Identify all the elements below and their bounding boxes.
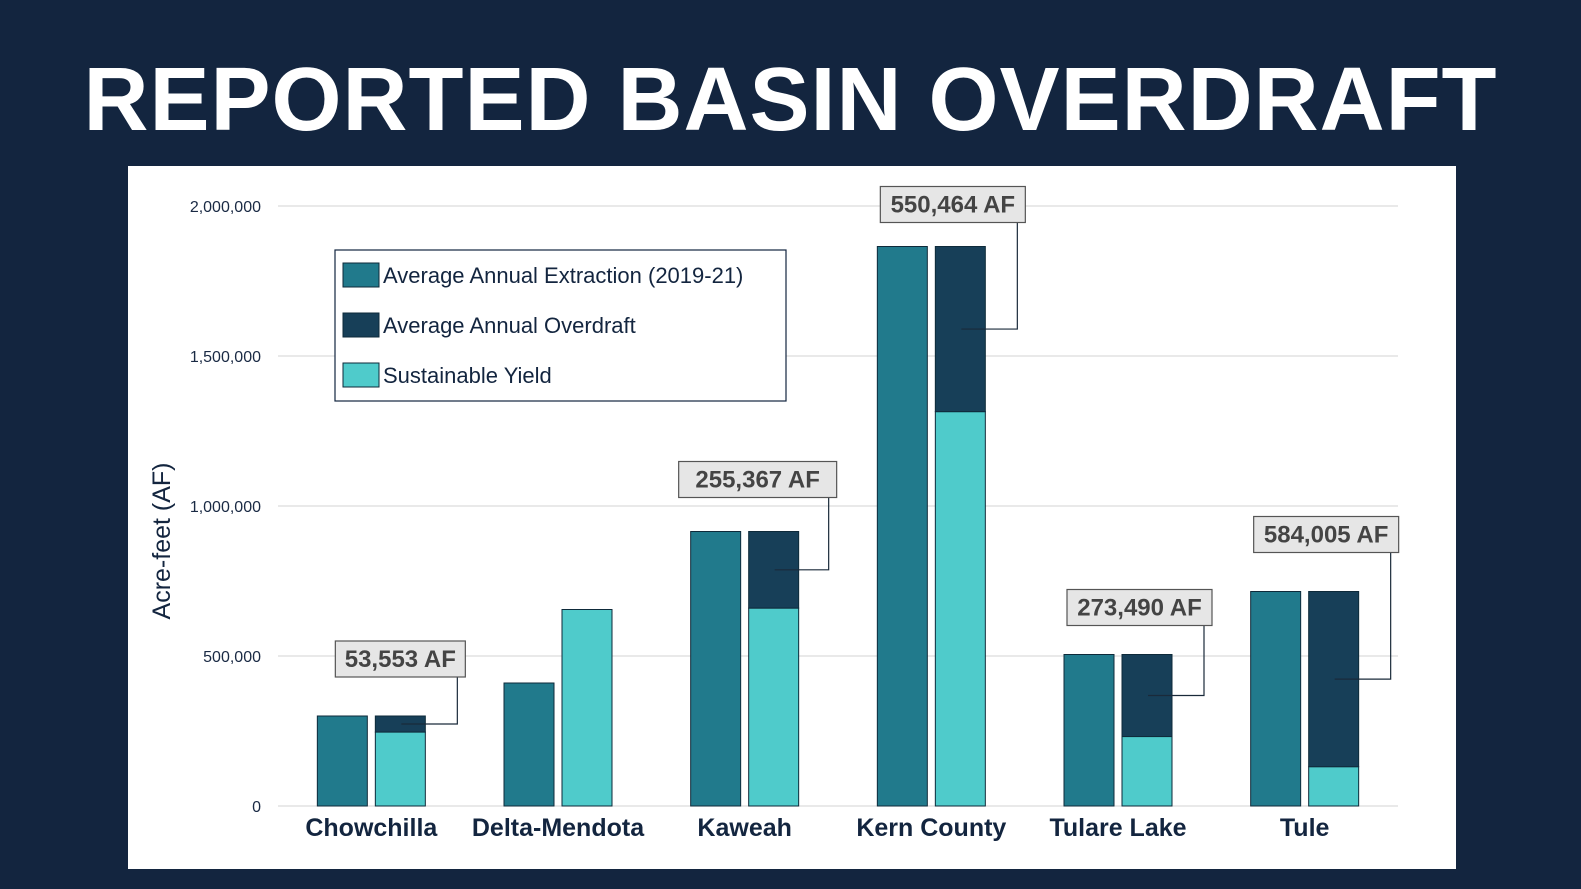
annotation-leader [1148, 625, 1205, 697]
annotation-label: 255,367 AF [695, 467, 820, 494]
chart-panel: 0 500,000 1,000,000 1,500,000 2,000,000 Acre-… [128, 166, 1456, 869]
y-tick-label: 500,000 [203, 649, 261, 666]
bar-extraction [876, 246, 928, 807]
x-tick-label: Kern County [856, 814, 1006, 842]
annotation-leader [401, 677, 458, 725]
annotation-box [678, 460, 838, 499]
legend-swatch [342, 312, 380, 338]
annotation-leader [1334, 552, 1392, 680]
bar-extraction [1250, 591, 1302, 807]
annotation-box [879, 185, 1026, 224]
legend-swatch [342, 262, 380, 288]
y-tick-label: 1,000,000 [190, 499, 261, 516]
bar-extraction [1063, 654, 1115, 807]
annotation-label: 550,464 AF [891, 192, 1016, 219]
x-tick-label: Chowchilla [305, 814, 438, 842]
annotation-leader [961, 222, 1018, 330]
bar-extraction [503, 682, 555, 807]
annotation-label: 273,490 AF [1077, 595, 1202, 622]
bar-chart: 0 500,000 1,000,000 1,500,000 2,000,000 Acre-… [148, 185, 1400, 842]
bar-sustainable-yield [934, 411, 986, 807]
annotation-leader [774, 497, 830, 571]
legend-label: Average Annual Extraction (2019-21) [383, 263, 743, 288]
page-title: REPORTED BASIN OVERDRAFT [83, 50, 1498, 150]
legend-box [334, 249, 787, 402]
legend-label: Average Annual Overdraft [383, 313, 636, 338]
bar-extraction [690, 531, 742, 807]
y-tick-label: 2,000,000 [190, 199, 261, 216]
bar-sustainable-yield [1121, 736, 1173, 807]
x-tick-label: Delta-Mendota [472, 814, 645, 842]
bar-sustainable-yield [561, 609, 613, 807]
legend-swatch [342, 362, 380, 388]
y-tick-label: 1,500,000 [190, 349, 261, 366]
x-tick-label: Tulare Lake [1049, 814, 1186, 842]
bar-sustainable-yield [748, 607, 800, 807]
bar-extraction [316, 715, 368, 807]
x-tick-label: Tule [1280, 814, 1330, 842]
annotation-box [1066, 588, 1213, 627]
annotation-label: 584,005 AF [1264, 522, 1389, 549]
y-axis-label: Acre-feet (AF) [148, 463, 176, 620]
bar-sustainable-yield [374, 731, 426, 807]
x-tick-label: Kaweah [697, 814, 791, 842]
annotation-box [334, 640, 466, 678]
y-tick-label: 0 [252, 799, 261, 816]
legend-label: Sustainable Yield [383, 363, 552, 388]
annotation-label: 53,553 AF [345, 646, 456, 673]
annotation-box [1253, 515, 1400, 554]
bar-sustainable-yield [1308, 766, 1360, 807]
